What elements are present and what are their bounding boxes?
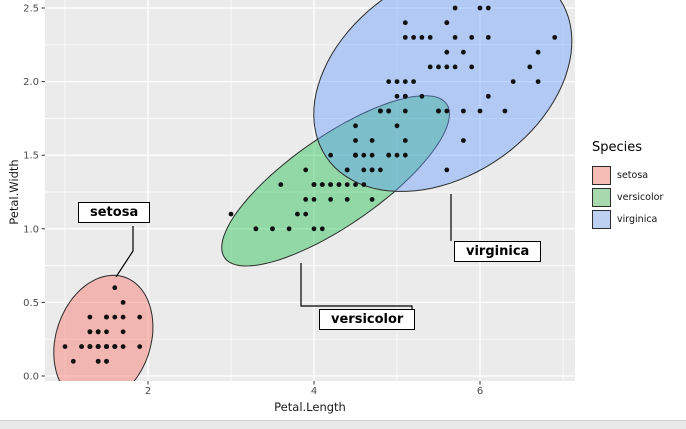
- ellipse-virginica: [313, 0, 573, 192]
- legend-label-versicolor: versicolor: [617, 191, 664, 203]
- plot-panel: [45, 0, 575, 381]
- legend-title: Species: [592, 140, 643, 155]
- leader-line-setosa: [115, 226, 134, 278]
- legend: Species setosa versicolor virginica: [592, 140, 663, 230]
- legend-swatch-versicolor: [592, 187, 611, 207]
- annotation-setosa: setosa: [78, 202, 151, 223]
- ellipse-versicolor: [221, 95, 451, 267]
- legend-entry-virginica: virginica: [592, 208, 663, 230]
- plot-content: [53, 0, 573, 381]
- y-axis-title: Petal.Width: [7, 159, 21, 225]
- x-tick-label: 4: [311, 386, 317, 397]
- legend-label-setosa: setosa: [617, 169, 649, 181]
- y-tick-label: 2.0: [23, 77, 39, 88]
- y-tick-label: 0.5: [23, 298, 39, 309]
- axis-ticks: 2 4 6 0.0 0.5 1.0 1.5 2.0 2.5: [23, 4, 483, 398]
- points-virginica: [353, 5, 558, 173]
- x-tick-label: 6: [477, 386, 483, 397]
- legend-swatch-virginica: [592, 209, 611, 229]
- scatter-plot: 2 4 6 0.0 0.5 1.0 1.5 2.0 2.5: [23, 0, 575, 398]
- y-tick-label: 1.5: [23, 151, 39, 162]
- y-tick-label: 2.5: [23, 4, 39, 15]
- x-axis-title: Petal.Length: [274, 400, 346, 414]
- ellipse-setosa: [53, 274, 154, 381]
- legend-entry-versicolor: versicolor: [592, 186, 663, 208]
- points-versicolor: [228, 108, 408, 232]
- points-setosa: [62, 285, 143, 364]
- legend-entry-setosa: setosa: [592, 164, 663, 186]
- annotation-virginica: virginica: [454, 241, 542, 262]
- legend-label-virginica: virginica: [617, 213, 658, 225]
- y-tick-label: 1.0: [23, 224, 39, 235]
- leader-line-versicolor: [300, 263, 413, 309]
- legend-swatch-setosa: [592, 165, 611, 185]
- y-tick-label: 0.0: [23, 372, 39, 383]
- gridlines: [45, 0, 575, 381]
- annotation-versicolor: versicolor: [319, 309, 416, 330]
- bottom-bar: [0, 420, 686, 429]
- x-tick-label: 2: [145, 386, 151, 397]
